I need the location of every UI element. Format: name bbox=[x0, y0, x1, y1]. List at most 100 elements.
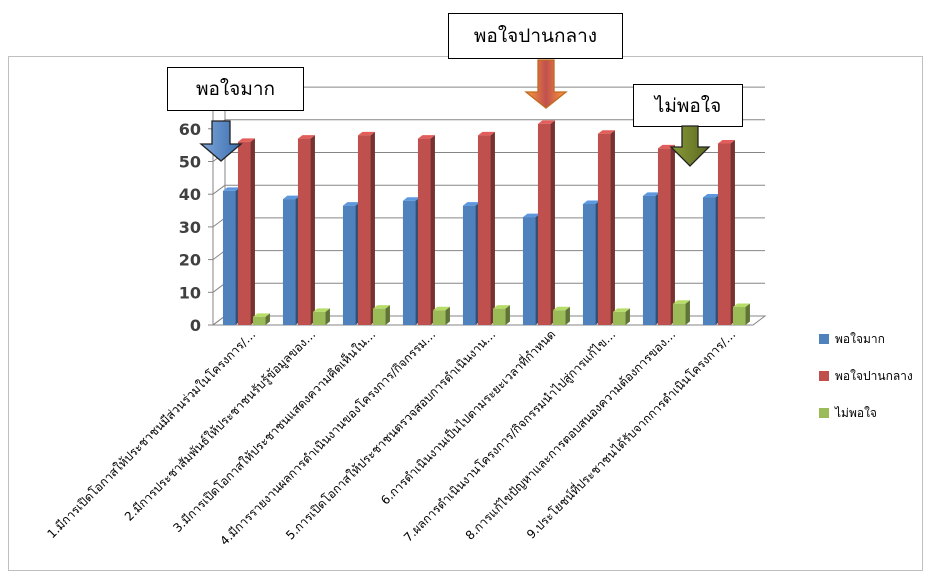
y-tick-label: 40 bbox=[179, 185, 201, 204]
bar-side bbox=[250, 138, 255, 325]
x-tick-label: 8.การแก้ไขปัญหาและการตอบสนองความต้องการข… bbox=[463, 327, 679, 543]
bar-top bbox=[537, 120, 555, 124]
bar bbox=[612, 311, 626, 325]
bar-top bbox=[702, 193, 720, 198]
legend-item-series-2: พอใจปานกลาง bbox=[819, 369, 913, 383]
bar bbox=[597, 133, 611, 325]
bar-top bbox=[612, 308, 630, 312]
bar-side bbox=[730, 140, 735, 325]
bar-top bbox=[357, 131, 375, 136]
bar bbox=[717, 143, 731, 325]
bar-side bbox=[385, 305, 390, 325]
bar-top bbox=[432, 306, 450, 311]
callout-not-satisfied: ไม่พอใจ bbox=[633, 84, 743, 127]
bar bbox=[237, 141, 251, 325]
bar bbox=[642, 195, 656, 325]
bar bbox=[252, 316, 266, 325]
bar bbox=[312, 311, 326, 325]
bar-top bbox=[312, 308, 330, 312]
x-tick-label: 3.มีการเปิดโอกาสให้ประชาชนแสดงความคิดเห็… bbox=[170, 327, 379, 536]
bar bbox=[492, 308, 506, 325]
x-tick-label: 7.ผลการดำเนินงานโครงการ/กิจกรรมนำไปสู่กา… bbox=[401, 327, 619, 545]
bar-top bbox=[642, 192, 660, 196]
bar bbox=[672, 303, 686, 325]
bar-side bbox=[310, 135, 315, 325]
bar-top bbox=[222, 187, 240, 191]
bar bbox=[732, 307, 746, 325]
bar bbox=[702, 197, 716, 325]
legend-swatch-series-1 bbox=[819, 334, 829, 344]
bar-side bbox=[325, 308, 330, 325]
bar-top bbox=[672, 300, 690, 304]
bar bbox=[522, 217, 536, 325]
bar bbox=[582, 204, 596, 325]
bar bbox=[342, 205, 356, 325]
bar-side bbox=[670, 144, 675, 325]
bar-side bbox=[370, 131, 375, 325]
chart-legend: พอใจมาก พอใจปานกลาง ไม่พอใจ bbox=[819, 332, 913, 443]
legend-label-series-1: พอใจมาก bbox=[835, 331, 885, 346]
bar-top bbox=[522, 213, 540, 218]
bar-top bbox=[342, 202, 360, 206]
bar bbox=[297, 138, 311, 325]
legend-swatch-series-2 bbox=[819, 371, 829, 381]
gridline-depth bbox=[212, 119, 226, 130]
bar-top bbox=[717, 140, 735, 144]
x-tick-label: 5.การเปิดโอกาสให้ประชาชนตรวจสอบการดำเนิน… bbox=[283, 327, 498, 542]
bar bbox=[477, 135, 491, 325]
bar-chart-plot: 0 10 20 30 40 50 60 1.มีการเปิดโอกาสให้ประชาชนม… bbox=[44, 86, 767, 548]
gridline-depth bbox=[212, 184, 226, 195]
y-tick-label: 10 bbox=[179, 283, 201, 302]
bar-side bbox=[550, 120, 555, 325]
bar-side bbox=[625, 308, 630, 325]
bar-top bbox=[282, 195, 300, 200]
bar-side bbox=[265, 313, 270, 325]
bar-top bbox=[552, 306, 570, 311]
bar-top bbox=[372, 305, 390, 309]
bar bbox=[432, 310, 446, 325]
y-tick-label: 0 bbox=[190, 316, 201, 335]
bar-side bbox=[565, 306, 570, 325]
bar bbox=[372, 308, 386, 325]
bar bbox=[402, 200, 416, 325]
legend-label-series-3: ไม่พอใจ bbox=[835, 405, 877, 420]
bar bbox=[282, 199, 296, 325]
gridline-depth bbox=[212, 152, 226, 162]
bar bbox=[222, 190, 236, 325]
callout-very-satisfied: พอใจมาก bbox=[167, 67, 304, 111]
bar-side bbox=[490, 131, 495, 325]
legend-item-series-1: พอใจมาก bbox=[819, 332, 913, 346]
bar-top bbox=[732, 303, 750, 308]
bar-side bbox=[505, 305, 510, 325]
bar bbox=[357, 135, 371, 325]
bar-top bbox=[582, 200, 600, 205]
y-tick-label: 30 bbox=[179, 218, 201, 237]
bar-top bbox=[492, 305, 510, 309]
bar-top bbox=[252, 313, 270, 317]
bar-top bbox=[297, 135, 315, 139]
bar bbox=[417, 138, 431, 325]
callout-moderately-satisfied: พอใจปานกลาง bbox=[448, 13, 623, 59]
bar-top bbox=[597, 130, 615, 134]
y-tick-label: 60 bbox=[179, 120, 201, 139]
bar bbox=[462, 205, 476, 325]
x-tick-label: 4.มีการรายงานผลการดำเนินงานของโครงการ/กิ… bbox=[217, 327, 438, 548]
y-tick-label: 20 bbox=[179, 251, 201, 270]
x-tick-label: 9.ประโยชน์ที่ประชาชนได้รับจากการดำเนินโค… bbox=[523, 326, 739, 542]
bar-side bbox=[685, 300, 690, 325]
bar-side bbox=[445, 306, 450, 325]
chart-frame: 0 10 20 30 40 50 60 1.มีการเปิดโอกาสให้ประชาชนม… bbox=[8, 56, 923, 571]
bar-top bbox=[417, 135, 435, 139]
bar-top bbox=[477, 131, 495, 136]
bar-side bbox=[430, 135, 435, 325]
x-tick-label: 1.มีการเปิดโอกาสให้ประชาชนมีส่วนร่วมในโค… bbox=[44, 327, 258, 541]
legend-swatch-series-3 bbox=[819, 408, 829, 418]
y-tick-label: 50 bbox=[179, 153, 201, 172]
legend-item-series-3: ไม่พอใจ bbox=[819, 406, 913, 420]
bar bbox=[552, 310, 566, 325]
bar-side bbox=[610, 130, 615, 325]
chart-floor bbox=[211, 315, 767, 326]
bar-top bbox=[402, 197, 420, 201]
legend-label-series-2: พอใจปานกลาง bbox=[835, 368, 913, 383]
bar bbox=[657, 148, 671, 325]
